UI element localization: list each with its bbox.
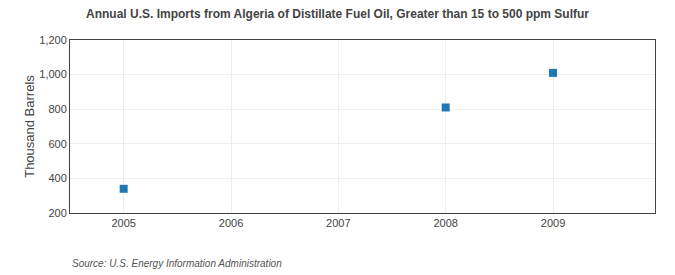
svg-text:Thousand Barrels: Thousand Barrels <box>22 75 37 178</box>
svg-text:800: 800 <box>48 103 66 115</box>
svg-text:Source: U.S. Energy Informatio: Source: U.S. Energy Information Administ… <box>72 258 282 269</box>
svg-text:2007: 2007 <box>326 217 350 229</box>
svg-text:2005: 2005 <box>111 217 135 229</box>
svg-text:Annual U.S. Imports from Alger: Annual U.S. Imports from Algeria of Dist… <box>86 7 589 21</box>
svg-text:2006: 2006 <box>219 217 243 229</box>
svg-text:1,000: 1,000 <box>39 68 67 80</box>
svg-text:200: 200 <box>48 207 66 219</box>
svg-text:2009: 2009 <box>541 217 565 229</box>
svg-text:1,200: 1,200 <box>39 34 67 46</box>
svg-text:2008: 2008 <box>433 217 457 229</box>
svg-text:400: 400 <box>48 172 66 184</box>
svg-text:600: 600 <box>48 138 66 150</box>
